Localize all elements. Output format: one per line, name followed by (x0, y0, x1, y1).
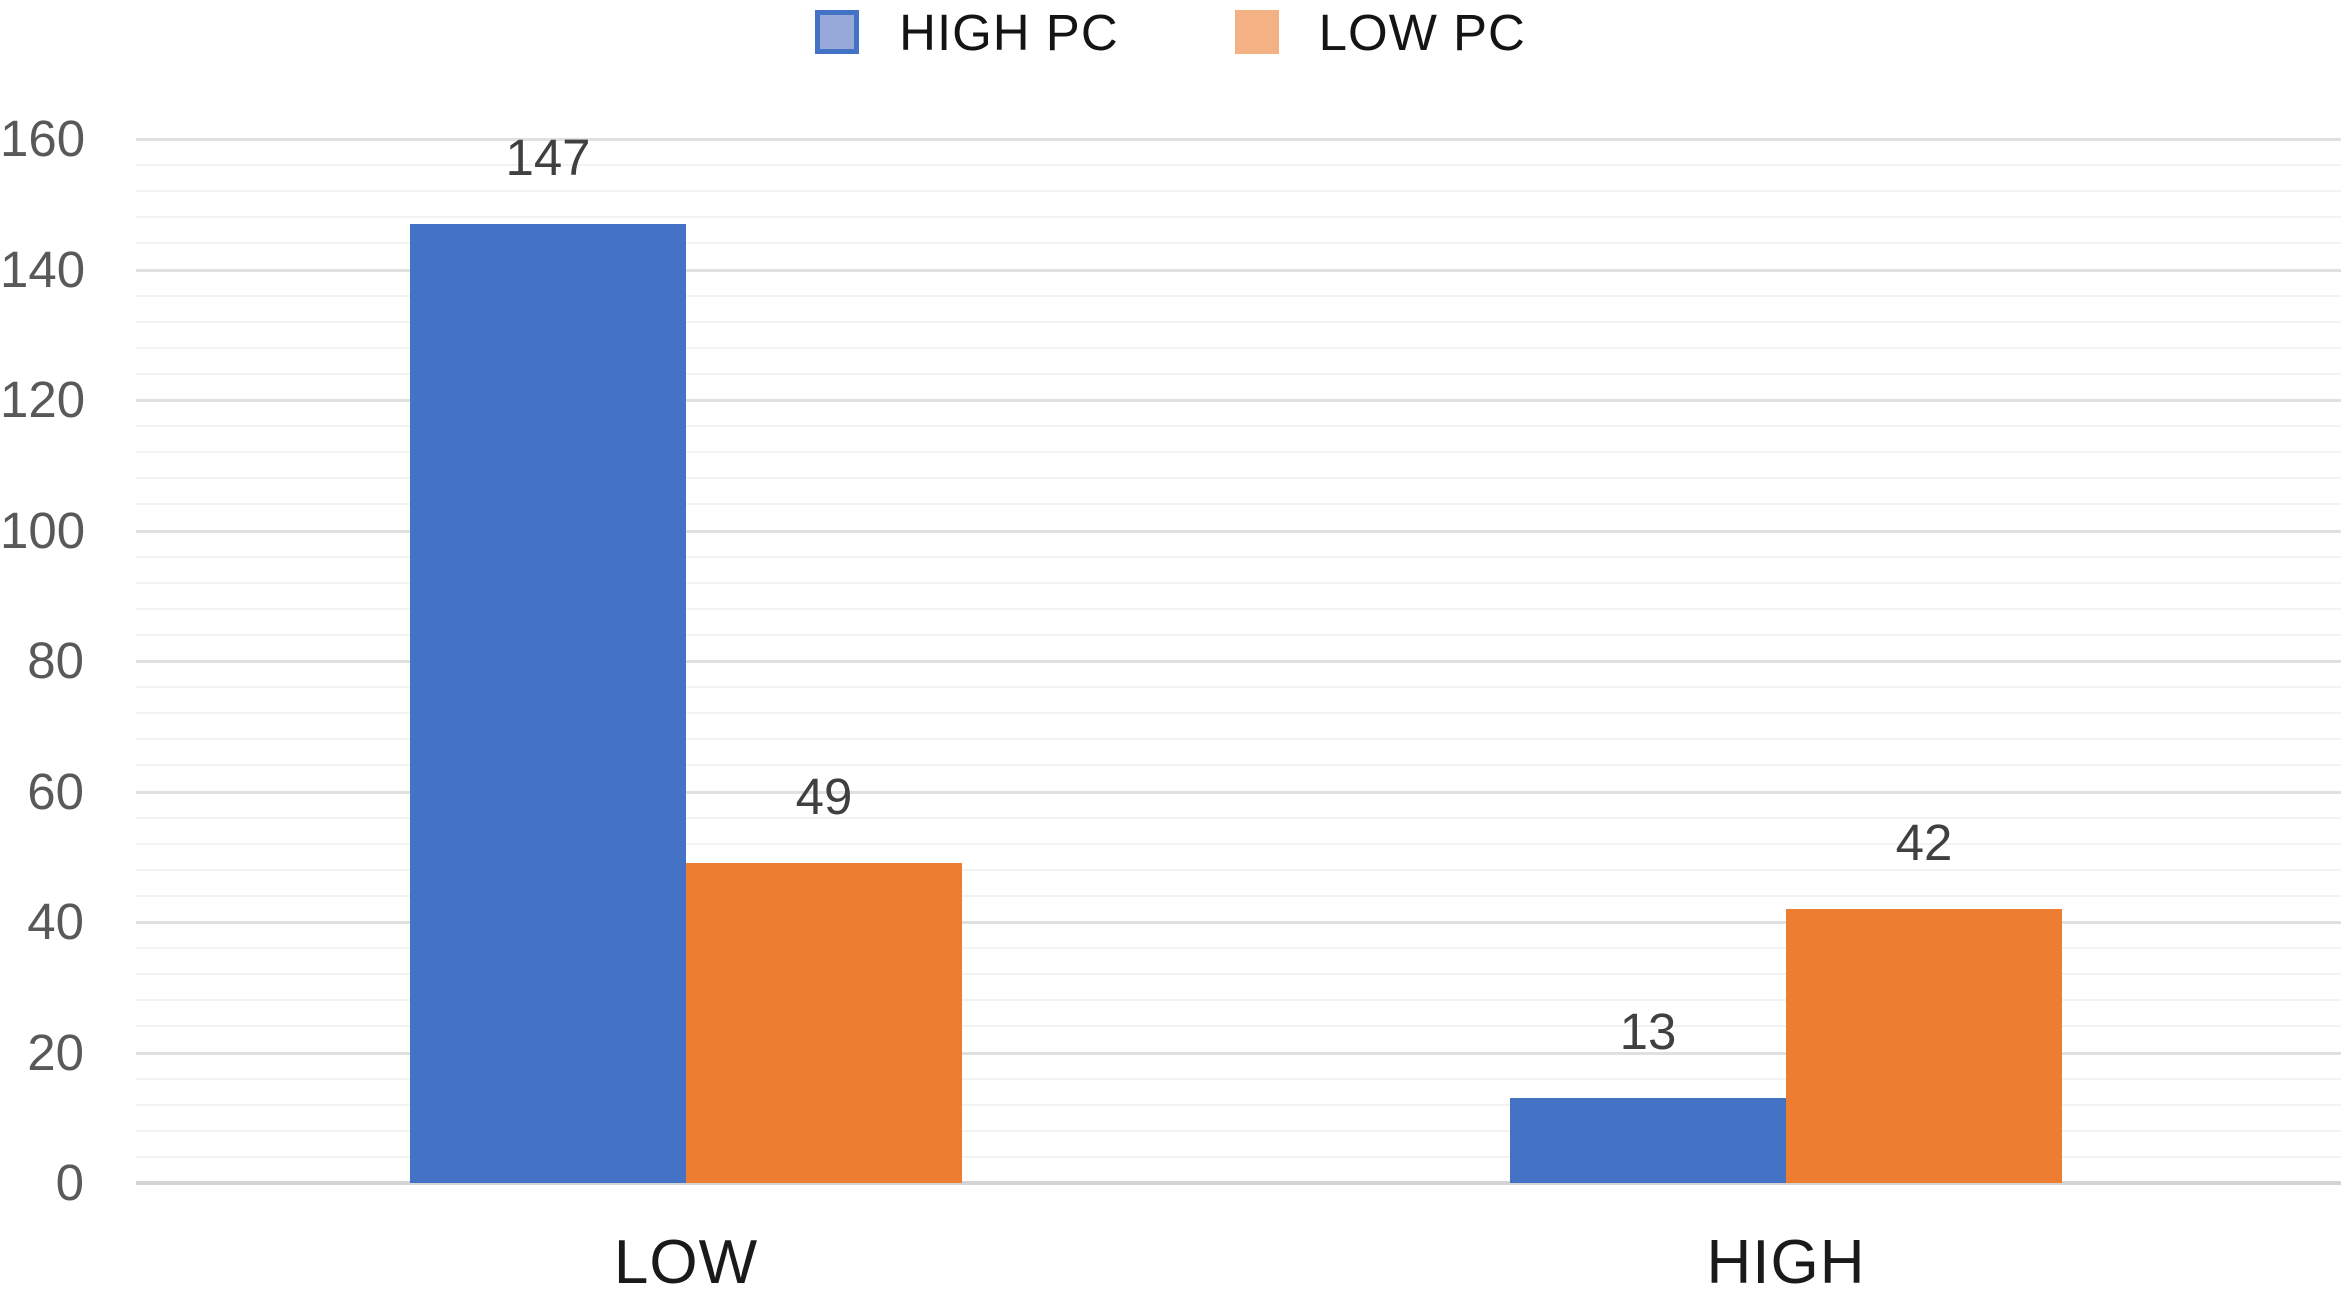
bar-high-pc-high (1510, 1098, 1786, 1183)
legend-item-low-pc: LOW PC (1234, 3, 1526, 62)
gridline-minor-y36 (136, 947, 2341, 950)
gridline-minor-y76 (136, 686, 2341, 689)
gridline-baseline-y0 (136, 1181, 2341, 1185)
gridline-minor-y64 (136, 764, 2341, 767)
gridline-minor-y88 (136, 607, 2341, 610)
y-tick-label-0: 0 (55, 1154, 84, 1211)
x-category-label-low: LOW (613, 1228, 759, 1297)
gridline-minor-y148 (136, 216, 2341, 219)
gridline-minor-y32 (136, 973, 2341, 976)
y-tick-label-100: 100 (0, 501, 86, 559)
legend-label-high-pc: HIGH PC (899, 3, 1119, 61)
gridline-minor-y24 (136, 1025, 2341, 1028)
gridline-minor-y68 (136, 738, 2341, 741)
gridline-minor-y8 (136, 1129, 2341, 1132)
gridline-minor-y124 (136, 372, 2341, 375)
gridline-minor-y92 (136, 581, 2341, 584)
gridline-major-y120 (136, 399, 2341, 402)
legend-swatch-icon-low-pc (1234, 10, 1279, 54)
value-label-high-pc-high: 13 (1619, 1003, 1677, 1061)
gridline-major-y160 (136, 138, 2341, 141)
gridline-minor-y48 (136, 868, 2341, 871)
gridline-minor-y132 (136, 320, 2341, 323)
gridline-minor-y4 (136, 1155, 2341, 1158)
value-label-low-pc-high: 42 (1895, 813, 1953, 871)
y-tick-label-140: 140 (0, 240, 86, 298)
gridline-minor-y96 (136, 555, 2341, 558)
x-category-label-high: HIGH (1706, 1228, 1866, 1297)
value-label-high-pc-low: 147 (505, 128, 591, 186)
gridline-minor-y144 (136, 242, 2341, 245)
gridline-minor-y136 (136, 294, 2341, 297)
legend-label-low-pc: LOW PC (1318, 3, 1526, 61)
gridline-minor-y84 (136, 633, 2341, 636)
gridline-minor-y12 (136, 1103, 2341, 1106)
y-tick-label-160: 160 (0, 110, 86, 167)
gridline-minor-y116 (136, 425, 2341, 428)
gridline-minor-y152 (136, 190, 2341, 193)
y-tick-label-20: 20 (27, 1023, 84, 1081)
gridline-minor-y28 (136, 999, 2341, 1002)
bar-low-pc-high (1786, 908, 2062, 1183)
gridline-major-y40 (136, 921, 2341, 924)
gridline-major-y100 (136, 529, 2341, 533)
y-tick-label-80: 80 (27, 632, 84, 689)
gridline-minor-y156 (136, 164, 2341, 167)
gridline-major-y20 (136, 1051, 2341, 1055)
y-tick-label-60: 60 (27, 762, 84, 820)
legend-swatch-icon-high-pc (815, 10, 860, 54)
chart-legend: HIGH PC LOW PC (0, 0, 2341, 64)
gridline-minor-y52 (136, 842, 2341, 845)
y-tick-label-40: 40 (27, 893, 84, 950)
y-tick-label-120: 120 (0, 371, 86, 428)
bar-low-pc-low (686, 863, 962, 1183)
value-label-low-pc-low: 49 (795, 768, 853, 826)
bar-high-pc-low (410, 223, 686, 1183)
gridline-major-y60 (136, 790, 2341, 794)
gridline-major-y140 (136, 268, 2341, 272)
gridline-major-y80 (136, 660, 2341, 663)
gridline-minor-y72 (136, 712, 2341, 715)
gridline-minor-y128 (136, 346, 2341, 349)
gridline-minor-y56 (136, 816, 2341, 819)
legend-item-high-pc: HIGH PC (815, 3, 1119, 62)
gridline-minor-y16 (136, 1077, 2341, 1080)
gridline-minor-y108 (136, 477, 2341, 480)
gridline-minor-y44 (136, 894, 2341, 897)
gridline-minor-y112 (136, 451, 2341, 454)
gridline-minor-y104 (136, 503, 2341, 506)
